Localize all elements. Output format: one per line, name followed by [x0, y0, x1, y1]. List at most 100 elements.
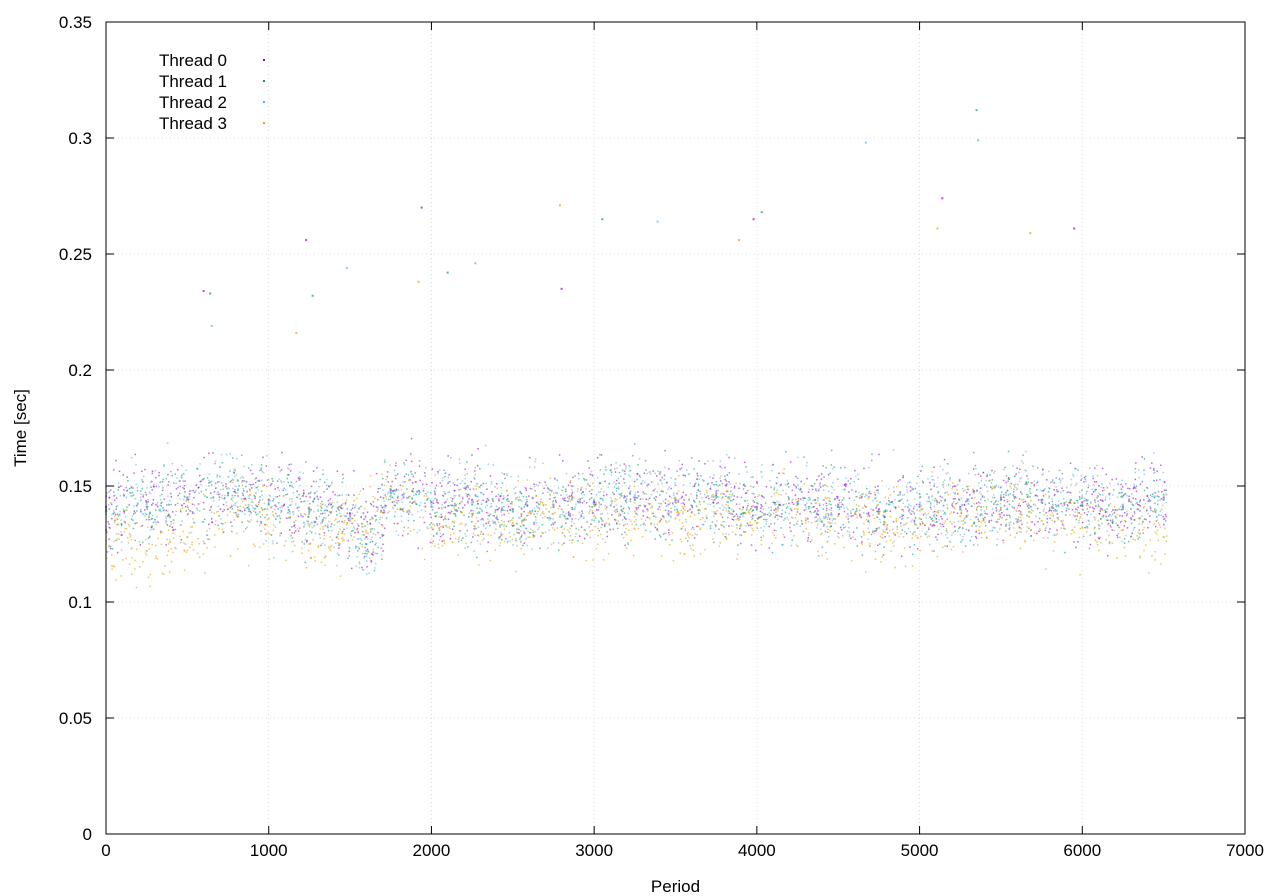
data-point: [599, 453, 601, 456]
data-point: [1028, 516, 1031, 518]
data-point: [789, 461, 792, 463]
data-point: [118, 513, 121, 516]
data-point: [941, 497, 944, 499]
data-point: [374, 562, 377, 565]
data-point: [477, 503, 480, 505]
data-point: [372, 505, 375, 507]
data-point: [168, 513, 170, 516]
data-point: [751, 518, 753, 521]
data-point: [625, 464, 627, 467]
data-point: [183, 550, 186, 552]
data-point: [115, 533, 118, 535]
data-point: [991, 496, 994, 499]
data-point: [410, 473, 413, 475]
data-point: [1027, 481, 1030, 484]
data-point: [696, 472, 698, 475]
data-point: [183, 484, 186, 487]
data-point: [1104, 498, 1107, 501]
data-point: [1124, 511, 1126, 514]
data-point: [810, 522, 813, 524]
data-point: [1132, 504, 1134, 507]
data-point: [362, 552, 364, 555]
data-point: [1098, 513, 1101, 515]
data-point: [561, 531, 564, 534]
data-point: [931, 520, 934, 522]
data-point: [892, 520, 895, 523]
data-point: [721, 516, 724, 519]
data-point: [809, 497, 812, 500]
data-point: [790, 530, 792, 532]
data-point: [1060, 527, 1062, 530]
data-point: [395, 464, 397, 467]
data-point: [944, 545, 946, 547]
data-point: [453, 512, 455, 515]
data-point: [760, 504, 762, 506]
data-point: [725, 507, 727, 510]
data-point: [621, 533, 623, 536]
data-point: [1119, 505, 1122, 508]
data-point: [512, 517, 514, 519]
data-point: [1120, 520, 1123, 522]
data-point: [254, 507, 256, 510]
data-point: [694, 483, 696, 485]
data-point: [579, 500, 582, 503]
data-point: [581, 472, 584, 475]
data-point: [209, 509, 211, 511]
data-point: [487, 533, 490, 536]
data-point: [123, 531, 125, 533]
data-point: [1020, 492, 1023, 495]
data-point: [1027, 502, 1030, 505]
data-point: [733, 495, 736, 497]
data-point: [227, 487, 230, 489]
data-point: [750, 516, 753, 518]
data-point: [974, 474, 976, 476]
data-point: [919, 501, 921, 503]
data-point: [327, 529, 330, 532]
data-point: [451, 504, 453, 507]
data-point: [753, 493, 755, 495]
data-point: [647, 508, 649, 511]
data-point: [451, 500, 454, 502]
data-point: [985, 486, 988, 488]
data-point: [489, 506, 492, 508]
data-point: [783, 472, 785, 475]
data-point: [446, 498, 449, 501]
data-point: [1164, 513, 1167, 516]
data-point: [640, 518, 643, 520]
data-point: [139, 500, 142, 502]
data-point: [891, 501, 894, 503]
data-point: [438, 527, 440, 530]
data-point: [319, 496, 322, 498]
data-point: [580, 492, 583, 495]
data-point: [825, 497, 828, 500]
data-point: [961, 503, 963, 506]
data-point: [761, 495, 764, 498]
data-point: [362, 534, 364, 536]
data-point: [333, 524, 336, 526]
data-point: [620, 475, 622, 478]
data-point: [323, 481, 326, 484]
data-point: [216, 474, 219, 476]
data-point: [427, 497, 429, 500]
data-point: [336, 552, 339, 554]
data-point: [689, 508, 691, 511]
data-point: [117, 515, 120, 517]
data-point: [172, 532, 174, 534]
data-point: [325, 555, 327, 557]
data-point: [601, 520, 603, 522]
data-point: [495, 523, 497, 525]
data-point: [231, 530, 233, 533]
data-point: [1155, 479, 1158, 482]
data-point: [797, 497, 800, 500]
data-point: [817, 497, 819, 499]
data-point: [745, 492, 748, 494]
data-point: [571, 507, 574, 510]
data-point: [633, 485, 636, 488]
data-point: [434, 474, 436, 476]
data-point: [591, 510, 594, 512]
data-point: [728, 496, 730, 498]
data-point: [521, 521, 523, 524]
data-point: [234, 490, 236, 493]
data-point: [732, 509, 735, 511]
data-point: [700, 475, 702, 477]
